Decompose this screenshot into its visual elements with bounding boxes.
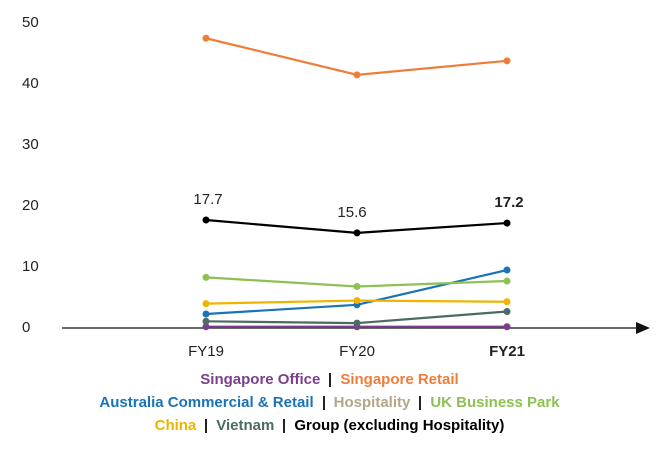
point: [353, 71, 361, 79]
point: [202, 317, 210, 325]
value-label: 15.6: [337, 204, 366, 221]
legend: Singapore Office Singapore Retail Australi…: [0, 368, 659, 437]
legend-entry: UK Business Park: [430, 394, 560, 411]
legend-separator: [419, 395, 422, 410]
y-tick-label: 30: [22, 136, 39, 153]
legend-row: Australia Commercial & Retail Hospitality…: [0, 391, 659, 414]
legend-entry: China: [154, 417, 197, 434]
point: [503, 277, 511, 285]
point: [202, 300, 210, 308]
legend-separator: [322, 395, 325, 410]
legend-separator: [329, 372, 332, 387]
legend-entry: Australia Commercial & Retail: [99, 394, 314, 411]
point: [202, 323, 210, 331]
legend-row: China Vietnam Group (excluding Hospitality…: [0, 414, 659, 437]
point: [353, 319, 361, 327]
y-tick-label: 10: [22, 258, 39, 275]
y-tick-label: 40: [22, 75, 39, 92]
x-tick-label: FY21: [489, 343, 525, 360]
legend-entry: Singapore Retail: [340, 371, 459, 388]
point: [353, 297, 361, 305]
legend-entry: Vietnam: [216, 417, 275, 434]
point: [503, 298, 511, 306]
y-tick-label: 50: [22, 14, 39, 31]
point: [503, 266, 511, 274]
point: [503, 57, 511, 65]
point: [202, 216, 210, 224]
value-label: 17.2: [494, 194, 523, 211]
axis-arrow: [636, 322, 650, 334]
legend-entry: Singapore Office: [200, 371, 321, 388]
chart: 0 10 20 30 40 50 FY19 FY20 FY21 17.7 15.6 17.2: [22, 14, 650, 360]
legend-row: Singapore Office Singapore Retail: [0, 368, 659, 391]
legend-entry: Group (excluding Hospitality): [294, 417, 505, 434]
legend-entry: Hospitality: [333, 394, 411, 411]
y-tick-label: 20: [22, 197, 39, 214]
legend-separator: [205, 418, 208, 433]
point: [503, 219, 511, 227]
x-tick-label: FY20: [339, 343, 375, 360]
point: [503, 323, 511, 331]
point: [353, 229, 361, 237]
legend-separator: [283, 418, 286, 433]
x-tick-label: FY19: [188, 343, 224, 360]
series-line: [205, 37, 508, 76]
point: [202, 310, 210, 318]
point: [353, 283, 361, 291]
point: [202, 34, 210, 42]
point: [202, 273, 210, 281]
value-label: 17.7: [193, 191, 222, 208]
point: [503, 308, 511, 316]
y-tick-label: 0: [22, 319, 30, 336]
